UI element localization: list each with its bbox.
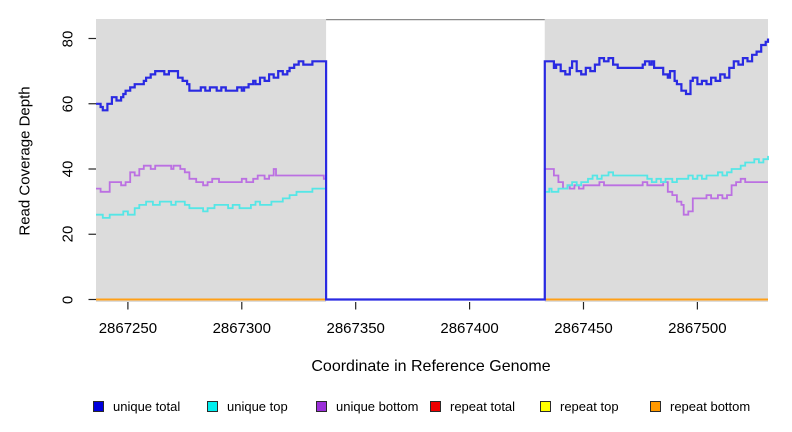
legend-label: unique top (227, 398, 288, 414)
series-unique-top (96, 155, 769, 301)
y-tick-label: 20 (59, 225, 77, 243)
legend-item-unique-total: unique total (93, 398, 181, 414)
y-tick-label: 40 (59, 160, 77, 178)
x-tick-label: 2867250 (98, 320, 158, 337)
legend-item-repeat-top: repeat top (540, 398, 619, 414)
x-tick-label: 2867350 (326, 320, 385, 337)
series-unique-total (96, 38, 770, 301)
legend-label: repeat top (560, 398, 619, 414)
legend-item-repeat-total: repeat total (430, 398, 516, 414)
legend-swatch-repeat-total (430, 400, 441, 412)
y-tick-label: 80 (59, 30, 77, 47)
masked-region (326, 19, 545, 302)
y-axis-title: Read Coverage Depth (16, 86, 34, 236)
axis-ticks (88, 37, 698, 310)
legend-item-unique-top: unique top (207, 398, 288, 414)
legend-swatch-repeat-top (540, 400, 551, 412)
legend-swatch-unique-top (207, 400, 218, 412)
legend-item-unique-bottom: unique bottom (316, 398, 419, 414)
x-tick-label: 2867500 (668, 320, 727, 337)
legend-label: repeat bottom (670, 398, 751, 414)
legend-swatch-repeat-bottom (650, 400, 661, 412)
legend-swatch-unique-total (93, 400, 104, 412)
legend-swatch-unique-bottom (316, 400, 327, 412)
legend-label: unique total (113, 398, 181, 414)
legend-item-repeat-bottom: repeat bottom (650, 398, 751, 414)
y-tick-label: 0 (59, 295, 77, 304)
legend-label: unique bottom (336, 398, 419, 414)
x-tick-label: 2867400 (440, 320, 499, 337)
x-axis-title: Coordinate in Reference Genome (311, 358, 551, 375)
x-tick-label: 2867450 (554, 320, 613, 337)
x-tick-label: 2867300 (212, 320, 271, 337)
y-tick-label: 60 (59, 95, 77, 113)
legend-label: repeat total (450, 398, 516, 414)
